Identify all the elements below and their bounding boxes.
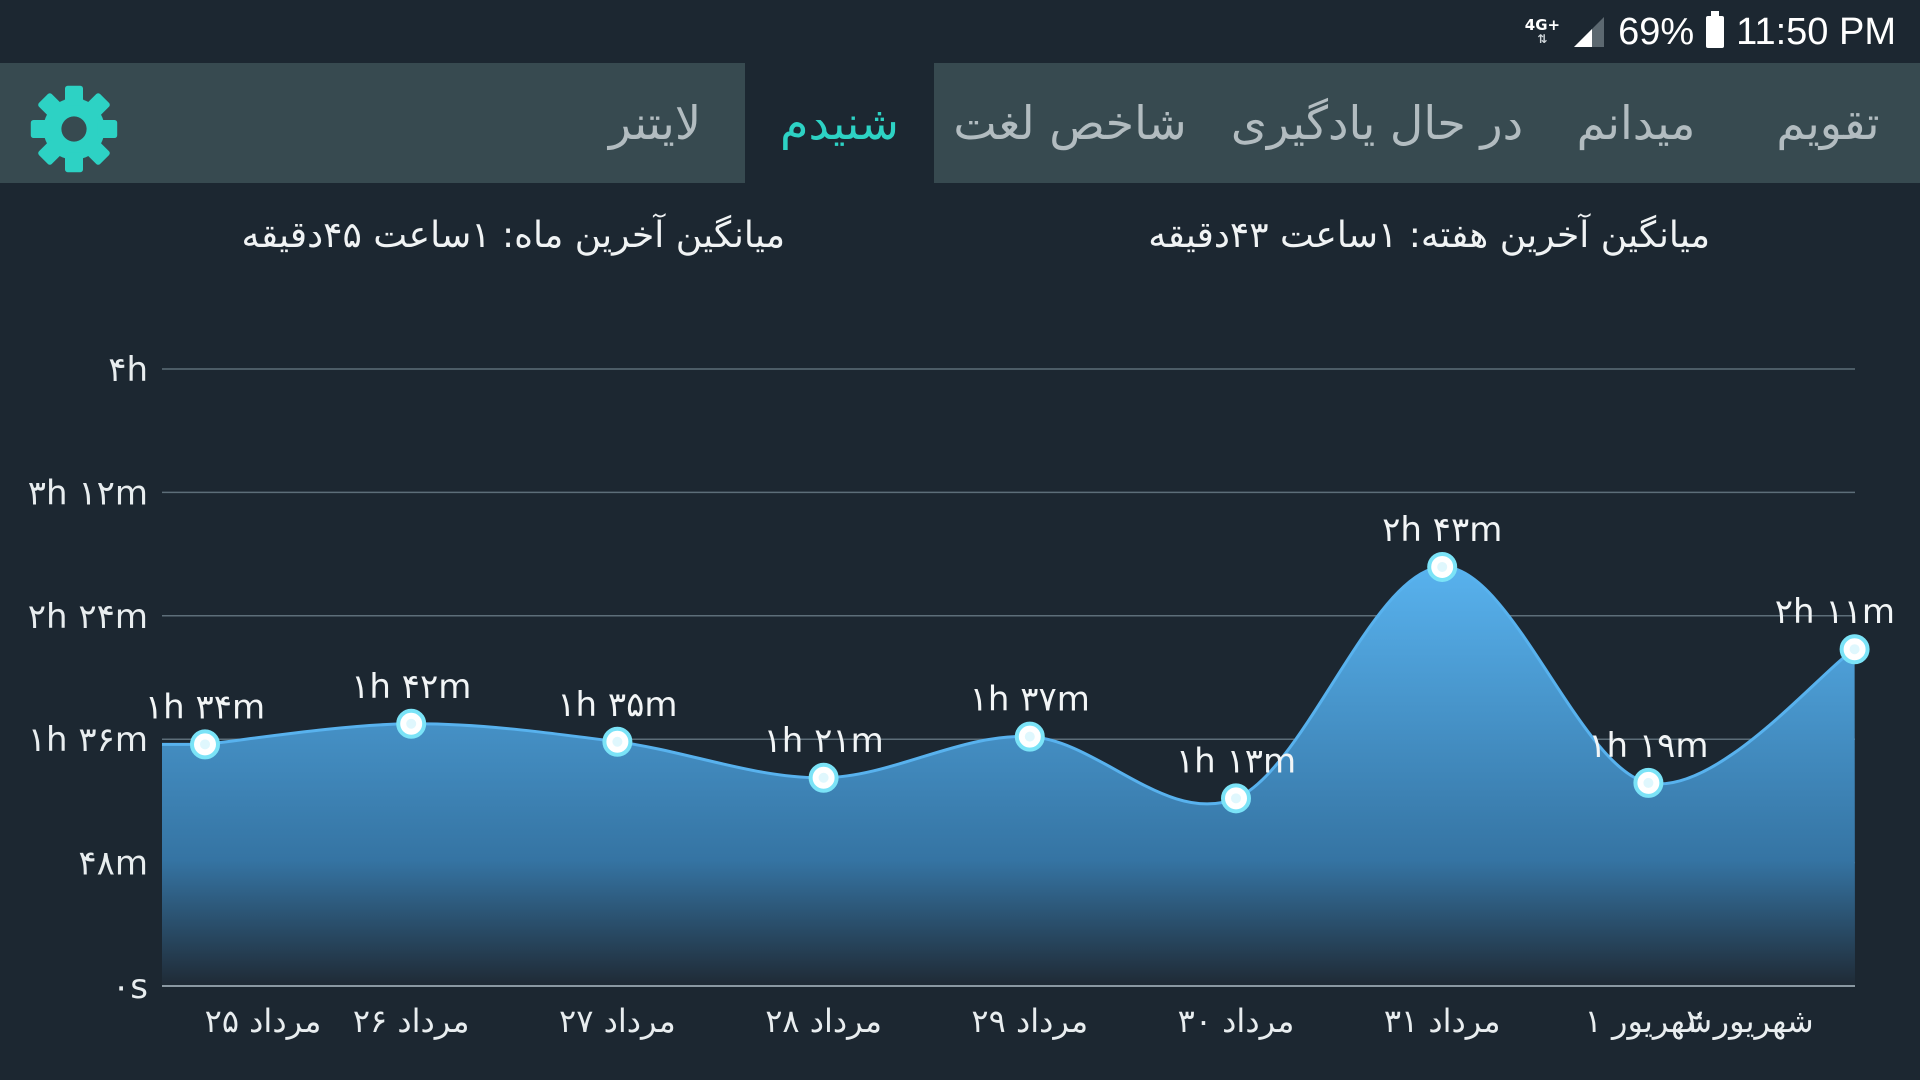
x-tick-label: ۲۹ مرداد <box>971 1002 1088 1040</box>
battery-icon <box>1706 11 1725 48</box>
x-tick-label: ۳۱ مرداد <box>1384 1002 1501 1040</box>
data-label: ۱h ۱۹m <box>1588 726 1708 766</box>
clock: 11:50 PM <box>1736 10 1896 53</box>
y-tick-label: ۳h ۱۲m <box>28 473 148 513</box>
settings-button[interactable] <box>22 77 126 181</box>
data-point-center <box>1849 644 1860 655</box>
listening-time-chart: ۰s ۴۸m ۱h ۳۶m ۲h ۲۴m ۳h ۱۲m ۴h ۱h ۳۴m ۱h ۴۲m ۱h … <box>28 350 1895 1040</box>
status-bar: 4G+ ⇅ 69% 11:50 PM <box>0 0 1920 63</box>
data-label: ۱h ۲۱m <box>763 721 883 761</box>
data-arrows-icon: ⇅ <box>1537 32 1548 46</box>
data-label: ۱h ۱۳m <box>1176 741 1296 781</box>
weekly-average: میانگین آخرین هفته: ۱ساعت ۴۳دقیقه <box>1148 215 1710 256</box>
data-point-center <box>1643 777 1654 788</box>
y-tick-label: ۱h ۳۶m <box>28 720 148 760</box>
series-line <box>162 565 1856 806</box>
chart-area: ۰s ۴۸m ۱h ۳۶m ۲h ۲۴m ۳h ۱۲m ۴h ۱h ۳۴m ۱h ۴۲m ۱h … <box>0 300 1920 1040</box>
status-icons: 4G+ ⇅ 69% 11:50 PM <box>1525 8 1896 56</box>
data-point-center <box>818 772 829 783</box>
tab-word-index[interactable]: شاخص لغت <box>953 96 1187 150</box>
x-tick-label: ۲۸ مرداد <box>765 1002 882 1040</box>
x-tick-label: ۲۵ مرداد <box>205 1002 322 1040</box>
tab-learning[interactable]: در حال یادگیری <box>1230 96 1524 150</box>
tab-heard[interactable]: شنیدم <box>745 63 934 183</box>
x-tick-label: ۳۰ مرداد <box>1178 1002 1295 1040</box>
y-tick-label: ۴h <box>108 350 148 390</box>
data-label: ۲h ۴۳m <box>1382 510 1502 550</box>
tab-calendar[interactable]: تقویم <box>1776 96 1880 150</box>
data-label: ۱h ۳۴m <box>145 687 265 727</box>
data-point-center <box>200 739 210 750</box>
data-point-center <box>1437 561 1448 572</box>
network-type-label: 4G+ <box>1524 16 1561 34</box>
x-tick-label: ۱ شهریور <box>1585 1002 1712 1040</box>
data-label: ۱h ۳۷m <box>970 680 1090 720</box>
series-area <box>162 566 1855 986</box>
signal-icon <box>1574 17 1605 47</box>
x-tick-label: ۲ شهریور <box>1686 1002 1813 1040</box>
x-tick-label: ۲۷ مرداد <box>559 1002 676 1040</box>
data-label: ۱h ۳۵m <box>557 685 677 725</box>
battery-percent: 69% <box>1618 10 1695 53</box>
y-tick-label: ۲h ۲۴m <box>28 597 148 637</box>
data-label: ۱h ۴۲m <box>351 667 471 707</box>
network-type-icon: 4G+ ⇅ <box>1524 16 1561 47</box>
data-point-center <box>1231 793 1241 804</box>
gear-icon <box>30 85 118 173</box>
data-point-center <box>612 736 623 747</box>
tab-known[interactable]: میدانم <box>1576 96 1696 150</box>
tab-leitner[interactable]: لایتنر <box>608 96 702 150</box>
data-point-center <box>1024 731 1035 742</box>
y-tick-label: ۰s <box>112 967 148 1007</box>
x-tick-label: ۲۶ مرداد <box>353 1002 470 1040</box>
y-tick-label: ۴۸m <box>78 844 148 884</box>
data-point-center <box>406 718 417 729</box>
data-label: ۲h ۱۱m <box>1775 592 1895 632</box>
tab-bar: تقویم میدانم در حال یادگیری شاخص لغت شنی… <box>0 63 1920 183</box>
monthly-average: میانگین آخرین ماه: ۱ساعت ۴۵دقیقه <box>241 215 785 256</box>
